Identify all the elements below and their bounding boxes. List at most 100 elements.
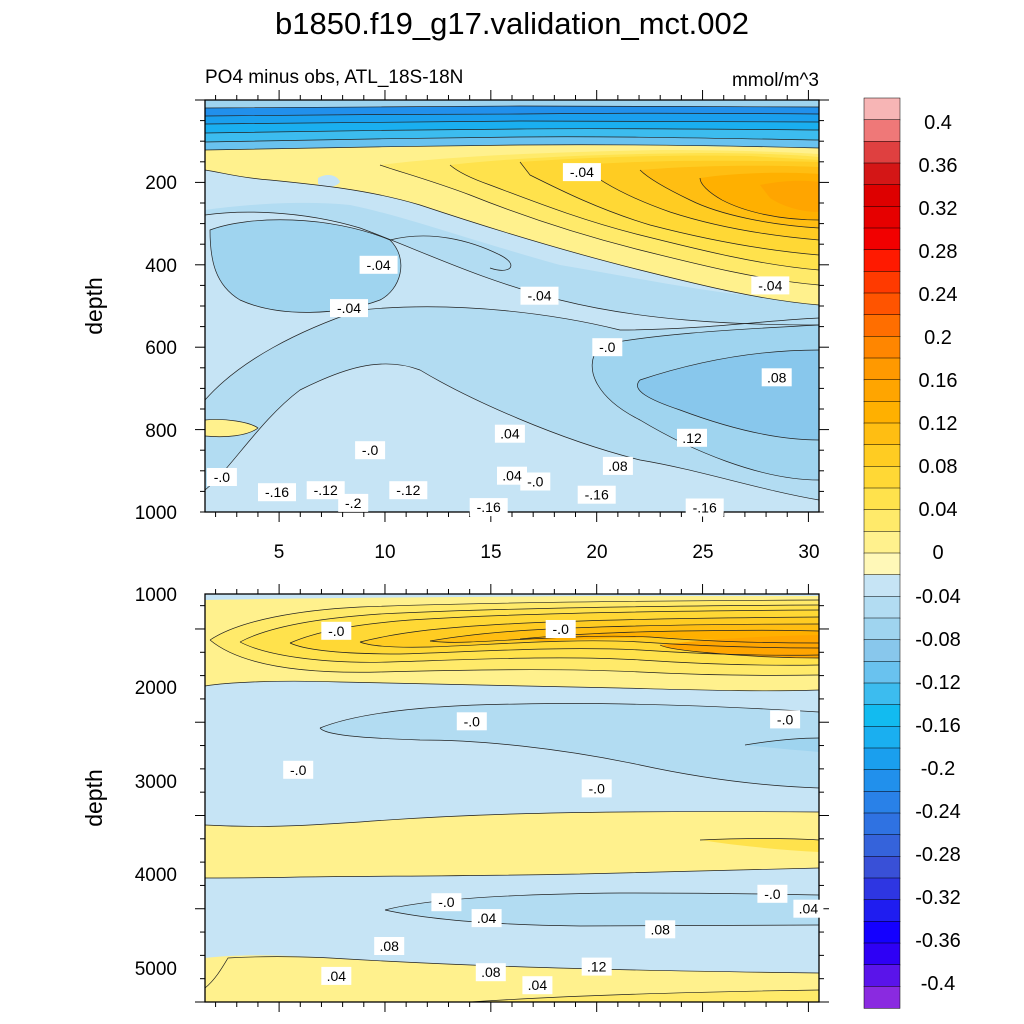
contour-label: .12: [682, 430, 702, 446]
colorbar-box: [863, 487, 901, 511]
contour-label-bg: [497, 466, 527, 485]
contour-label-bg: [258, 483, 296, 502]
colorbar-box: [863, 726, 901, 749]
contour-label-bg: [581, 779, 612, 798]
colorbar-box: [863, 834, 901, 857]
chart-title: b1850.f19_g17.validation_mct.002: [275, 6, 749, 41]
contour-label-bg: [685, 498, 724, 517]
contour-label-bg: [338, 493, 369, 512]
colorbar-box: [863, 791, 901, 814]
colorbar-box: [863, 466, 901, 489]
contour-label: -.04: [527, 288, 551, 304]
top-x-tick-label: 20: [586, 542, 607, 563]
top-y-tick-labels: 200 400 600 800 1000: [135, 173, 177, 524]
contour-label-bg: [389, 481, 428, 500]
colorbar-box: [863, 964, 901, 987]
contour-label: -.0: [214, 469, 231, 485]
contour-label: .08: [767, 369, 787, 385]
colorbar-label: -0.04: [915, 586, 961, 608]
colorbar-box: [863, 574, 901, 597]
colorbar-box: [863, 531, 901, 554]
bottom-y-tick-label: 3000: [135, 772, 177, 793]
colorbar-box: [863, 747, 901, 771]
contour-label: -.04: [367, 257, 391, 273]
colorbar-box: [863, 704, 901, 727]
colorbar-label: -0.36: [915, 930, 961, 952]
bottom-contour-fill: [205, 594, 819, 1002]
contour-label-bg: [757, 884, 788, 903]
colorbar-box: [863, 314, 901, 337]
top-panel-units: mmol/m^3: [732, 70, 819, 91]
colorbar-box: [863, 119, 901, 142]
contour-label: -.2: [345, 495, 362, 511]
contour-label-bg: [359, 255, 398, 274]
colorbar: 0.4 0.36 0.32 0.28 0.24 0.2 0.16 0.12 0.…: [863, 97, 961, 1009]
colorbar-box: [863, 227, 901, 251]
contour-label: .04: [502, 468, 522, 484]
contour-label-bg: [306, 481, 345, 500]
colorbar-box: [863, 986, 901, 1009]
contour-label-bg: [577, 485, 616, 504]
colorbar-label: 0.36: [919, 155, 958, 177]
top-x-tick-label: 10: [374, 542, 395, 563]
colorbar-label: 0.16: [919, 370, 958, 392]
contour-label-bg: [645, 920, 676, 939]
colorbar-box: [863, 769, 901, 792]
contour-label-bg: [355, 441, 386, 460]
top-y-tick-label: 600: [145, 338, 177, 359]
contour-label-bg: [793, 899, 824, 918]
bottom-contour-labels: .04 .04 .08 .12 .08 .08 .04 .04 -.0 -.0 -.0 -.0 -.0 -…: [283, 620, 824, 995]
colorbar-box: [863, 184, 901, 207]
contour-label: -.0: [464, 713, 481, 729]
contour-label: .04: [528, 977, 548, 993]
contour-label-bg: [321, 621, 352, 640]
contour-label-bg: [456, 712, 487, 731]
top-x-tick-label: 15: [480, 542, 501, 563]
top-y-tick-label: 200: [145, 173, 177, 194]
contour-label: -.0: [362, 442, 379, 458]
bottom-panel: 1000 2000 3000 4000 5000 depth .04 .04 .08…: [81, 584, 829, 1012]
bottom-y-tick-labels: 1000 2000 3000 4000 5000: [135, 585, 177, 980]
colorbar-box: [863, 336, 901, 359]
top-x-tick-label: 30: [798, 542, 819, 563]
colorbar-label: 0.12: [919, 413, 958, 435]
colorbar-label: 0.2: [924, 327, 952, 349]
colorbar-label: -0.4: [921, 973, 955, 995]
colorbar-label: -0.16: [915, 715, 961, 737]
bottom-y-tick-label: 1000: [135, 585, 177, 606]
colorbar-box: [863, 899, 901, 922]
contour-label: -.0: [527, 474, 544, 490]
colorbar-label: 0.08: [919, 456, 958, 478]
contour-label: -.0: [777, 711, 794, 727]
contour-label: -.12: [314, 482, 338, 498]
contour-label-bg: [330, 299, 368, 318]
contour-label: -.16: [693, 500, 717, 516]
colorbar-box: [863, 596, 901, 619]
colorbar-label: -0.12: [915, 672, 961, 694]
contour-label: -.0: [438, 894, 455, 910]
top-x-tick-label: 5: [274, 542, 285, 563]
contour-label-bg: [494, 424, 525, 443]
colorbar-box: [863, 639, 901, 662]
contour-label: .08: [481, 964, 501, 980]
colorbar-box: [863, 617, 901, 641]
colorbar-label: 0.32: [919, 198, 958, 220]
top-panel: PO4 minus obs, ATL_18S-18N mmol/m^3: [81, 67, 829, 563]
colorbar-label: -0.08: [915, 629, 961, 651]
colorbar-label: 0.04: [919, 499, 958, 521]
top-contour-labels: -.2 -.16 -.12 -.12 -.16 -.16 -.16 -.0 -.0 .04 .08 -…: [206, 163, 792, 517]
contour-label: -.12: [396, 482, 420, 498]
contour-label-bg: [520, 286, 559, 305]
colorbar-box: [863, 162, 901, 186]
top-axis-ticks: [195, 90, 829, 522]
colorbar-box: [863, 661, 901, 684]
contour-label: -.0: [553, 621, 570, 637]
contour-label: -.0: [589, 780, 606, 796]
colorbar-box: [863, 509, 901, 532]
contour-label-bg: [592, 338, 623, 357]
colorbar-box: [863, 856, 901, 879]
bottom-y-tick-label: 4000: [135, 865, 177, 886]
contour-label-bg: [522, 976, 553, 995]
colorbar-box: [863, 444, 901, 467]
